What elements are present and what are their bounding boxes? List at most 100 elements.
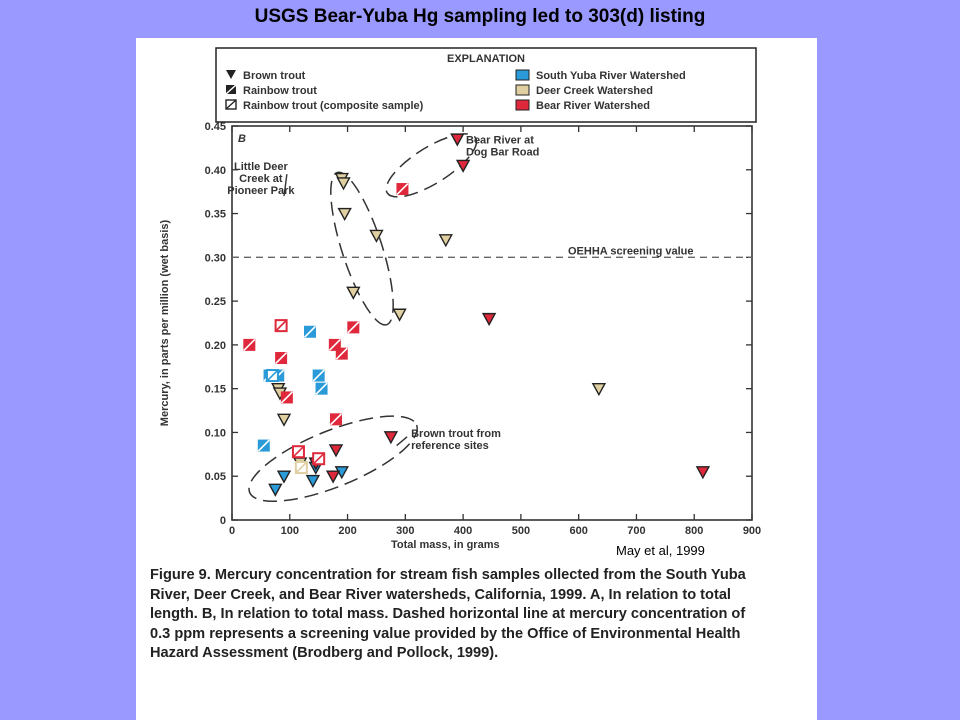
point-rainbow-bear-river	[335, 347, 348, 360]
annotation-text: Brown trout from	[411, 428, 501, 440]
y-tick-label: 0.10	[205, 427, 226, 439]
point-rainbow-south-yuba-slash	[303, 325, 317, 338]
point-rainbow-bear-river-slash	[243, 338, 256, 351]
point-composite-bear-river	[312, 452, 326, 466]
screening-label-bg	[566, 244, 746, 256]
legend-swatch	[515, 84, 530, 96]
point-brown-bear-river	[325, 470, 341, 484]
legend-marker-composite	[225, 99, 237, 110]
point-brown-deer-creek	[276, 413, 292, 427]
y-tick-label: 0.45	[205, 121, 226, 133]
x-tick-label: 400	[454, 525, 472, 537]
point-rainbow-south-yuba	[312, 369, 325, 382]
point-brown-south-yuba	[268, 483, 283, 497]
point-rainbow-south-yuba	[303, 325, 317, 338]
citation-credit: May et al, 1999	[616, 543, 705, 558]
point-brown-bear-river	[481, 312, 497, 327]
point-composite-bear-river-slash	[275, 319, 288, 332]
point-brown-south-yuba	[276, 470, 292, 484]
legend-title: EXPLANATION	[447, 53, 525, 65]
point-rainbow-bear-river-slash	[328, 338, 341, 351]
point-brown-deer-creek	[438, 234, 453, 248]
point-rainbow-bear-river	[243, 338, 256, 351]
point-brown-deer-creek	[591, 382, 607, 397]
plot-frame	[231, 125, 753, 521]
point-rainbow-bear-river	[396, 182, 409, 196]
annotation-text: reference sites	[411, 440, 489, 452]
point-rainbow-south-yuba-slash	[315, 382, 328, 395]
point-rainbow-south-yuba-slash	[312, 369, 325, 382]
annotation-text: Creek at	[239, 173, 283, 185]
point-rainbow-bear-river-slash	[347, 321, 360, 334]
legend: EXPLANATION Brown trout Rainbow trout Rain…	[215, 47, 757, 123]
point-rainbow-south-yuba	[257, 439, 270, 452]
legend-label: Bear River Watershed	[536, 100, 650, 112]
figure-panel: EXPLANATION Brown trout Rainbow trout Rain…	[136, 38, 817, 720]
axis-ticks: 0 100 200 300 400 500 600 700 800 900 0 0.05 0.10 0.1…	[205, 121, 762, 537]
point-rainbow-bear-river-slash	[329, 413, 343, 426]
point-rainbow-bear-river-slash	[396, 182, 409, 196]
y-tick-label: 0	[220, 515, 226, 527]
bear-river-ellipse	[385, 133, 478, 198]
slide-title: USGS Bear-Yuba Hg sampling led to 303(d)…	[254, 6, 706, 27]
x-tick-label: 800	[685, 525, 703, 537]
legend-label: South Yuba River Watershed	[536, 70, 686, 82]
point-rainbow-bear-river	[275, 351, 288, 365]
data-points	[243, 133, 711, 497]
figure-caption: Figure 9. Mercury concentration for stre…	[150, 566, 750, 664]
annotation-leader	[283, 174, 288, 197]
annotation-leader	[396, 436, 408, 447]
point-brown-deer-creek	[392, 308, 407, 322]
y-axis-label: Mercury, in parts per million (wet basis…	[159, 219, 171, 426]
y-tick-label: 0.05	[205, 471, 226, 483]
point-composite-deer-creek-slash	[295, 461, 308, 474]
point-composite-bear-river	[274, 319, 288, 333]
legend-swatch	[515, 99, 530, 111]
annotation-text: Little Deer	[234, 161, 289, 173]
x-tick-label: 600	[569, 525, 587, 537]
x-tick-label: 100	[281, 525, 299, 537]
point-brown-deer-creek	[337, 207, 352, 222]
point-brown-bear-river	[383, 431, 399, 445]
point-composite-bear-river	[291, 445, 305, 459]
x-tick-label: 700	[627, 525, 645, 537]
caption-lead: Figure 9.	[150, 567, 211, 583]
point-brown-bear-river	[455, 159, 471, 173]
legend-label: Rainbow trout	[243, 85, 317, 97]
screening-label: OEHHA screening value	[568, 245, 694, 257]
annotation-text: Bear River at	[466, 135, 534, 147]
scatter-chart: EXPLANATION Brown trout Rainbow trout Rain…	[159, 47, 762, 551]
legend-marker-brown-trout	[226, 70, 236, 79]
y-tick-label: 0.40	[205, 165, 226, 177]
point-composite-south-yuba-slash	[266, 369, 279, 382]
point-rainbow-bear-river	[328, 338, 341, 351]
x-tick-label: 900	[743, 525, 761, 537]
point-rainbow-bear-river	[329, 413, 343, 426]
x-axis-label: Total mass, in grams	[391, 539, 500, 551]
point-rainbow-bear-river	[347, 321, 360, 334]
legend-marker-slash	[225, 99, 237, 110]
point-rainbow-south-yuba-slash	[257, 439, 270, 452]
point-brown-deer-creek	[369, 229, 384, 243]
legend-label: Rainbow trout (composite sample)	[243, 100, 424, 112]
legend-frame	[215, 47, 757, 123]
point-rainbow-bear-river-slash	[335, 347, 348, 360]
legend-marker-rainbow-trout	[225, 84, 237, 95]
point-rainbow-bear-river	[280, 391, 293, 404]
point-brown-bear-river	[328, 444, 344, 458]
point-composite-deer-creek	[294, 460, 308, 474]
point-brown-deer-creek	[336, 177, 351, 191]
x-tick-label: 0	[229, 525, 235, 537]
y-tick-label: 0.35	[205, 209, 226, 221]
point-brown-bear-river	[450, 133, 465, 147]
point-rainbow-bear-river-slash	[275, 351, 288, 365]
annotation-text: Pioneer Park	[227, 185, 295, 197]
legend-label: Deer Creek Watershed	[536, 85, 653, 97]
legend-swatch	[515, 69, 530, 81]
point-composite-south-yuba	[265, 369, 279, 383]
y-tick-label: 0.15	[205, 384, 226, 396]
caption-text: Mercury concentration for stream fish sa…	[150, 567, 746, 662]
screening-line-group: OEHHA screening value	[232, 244, 752, 259]
x-tick-label: 200	[338, 525, 356, 537]
